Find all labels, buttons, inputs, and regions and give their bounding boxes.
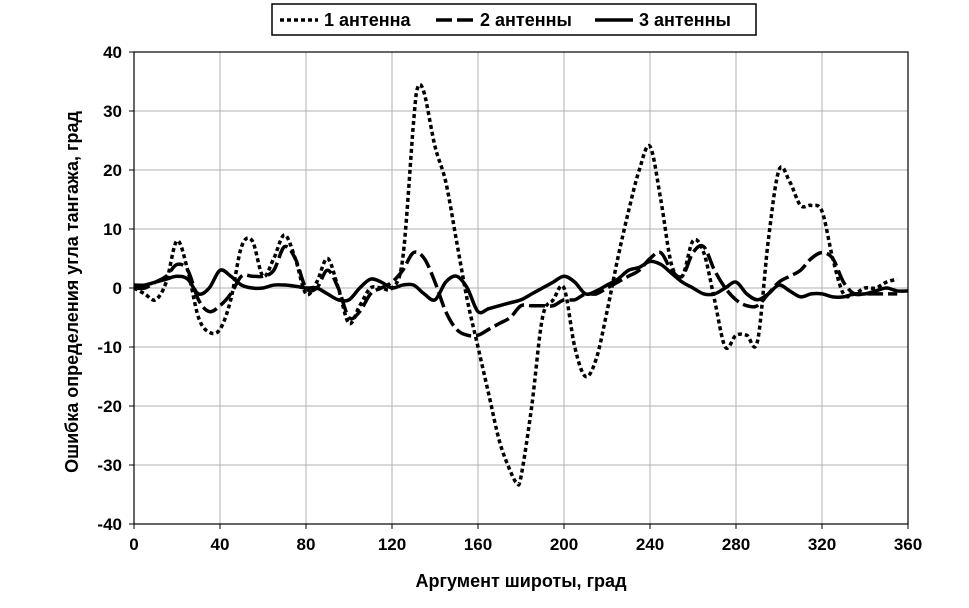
x-axis-ticks: 0 40 80 120 160 200 240 280 320 360 xyxy=(129,524,922,554)
y-axis-title: Ошибка определения угла тангажа, град xyxy=(62,111,82,473)
x-tick-label: 0 xyxy=(129,535,138,554)
y-tick-label: -40 xyxy=(97,515,122,534)
x-tick-label: 360 xyxy=(894,535,922,554)
x-tick-label: 80 xyxy=(297,535,316,554)
legend: 1 антенна 2 антенны 3 антенны xyxy=(271,3,757,36)
x-axis-title: Аргумент широты, град xyxy=(415,571,627,591)
series-line-3-antennas xyxy=(133,259,909,315)
series-line-2-antennas xyxy=(133,243,898,338)
x-tick-label: 240 xyxy=(636,535,664,554)
x-tick-label: 160 xyxy=(464,535,492,554)
y-tick-label: 40 xyxy=(103,43,122,62)
series-line-1-antenna xyxy=(133,82,898,487)
x-tick-label: 40 xyxy=(211,535,230,554)
x-tick-label: 120 xyxy=(378,535,406,554)
legend-label-2-antennas: 2 антенны xyxy=(480,10,572,30)
y-tick-label: 30 xyxy=(103,102,122,121)
y-axis-ticks: 40 30 20 10 0 -10 -20 -30 -40 xyxy=(97,43,134,534)
y-tick-label: -30 xyxy=(97,456,122,475)
legend-label-1-antenna: 1 антенна xyxy=(324,10,411,30)
x-tick-label: 200 xyxy=(550,535,578,554)
y-tick-label: 20 xyxy=(103,161,122,180)
x-tick-label: 280 xyxy=(722,535,750,554)
y-tick-label: 10 xyxy=(103,220,122,239)
series-lines xyxy=(133,82,909,487)
y-tick-label: 0 xyxy=(113,279,122,298)
y-tick-label: -20 xyxy=(97,397,122,416)
legend-box xyxy=(271,3,757,36)
legend-label-3-antennas: 3 антенны xyxy=(639,10,731,30)
y-tick-label: -10 xyxy=(97,338,122,357)
x-tick-label: 320 xyxy=(808,535,836,554)
